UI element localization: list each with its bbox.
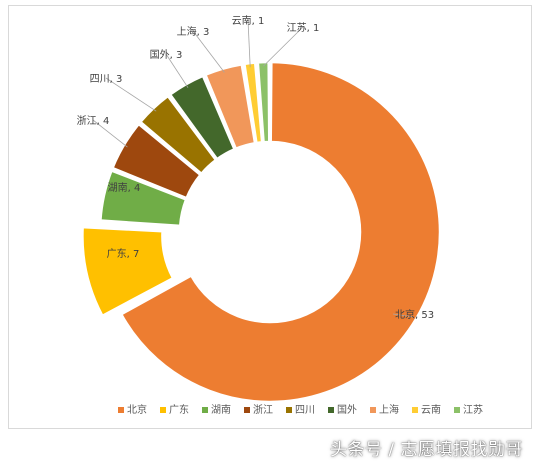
legend-swatch-6: [328, 407, 334, 413]
leader-line-7: [192, 30, 225, 73]
donut-slice-7: [203, 62, 257, 151]
legend-item-4: 浙江: [244, 404, 273, 416]
legend-item-3: 湖南: [202, 403, 231, 416]
legend-swatch-2: [160, 407, 166, 413]
leader-line-1: [392, 313, 413, 318]
legend-swatch-4: [244, 407, 250, 413]
legend-label-7: 上海: [379, 403, 399, 416]
data-label-1: 北京, 53: [395, 308, 434, 321]
donut-slice-5: [138, 94, 218, 176]
legend-item-6: 国外: [328, 404, 357, 416]
data-label-7: 上海, 3: [177, 25, 210, 38]
legend-item-1: 北京: [118, 403, 147, 416]
slices-layer: [81, 60, 442, 404]
data-label-2: 广东, 7: [107, 247, 140, 260]
leader-line-5: [105, 77, 157, 112]
leader-line-6: [165, 53, 189, 88]
leader-line-4: [92, 119, 128, 148]
leader-lines-layer: [92, 19, 413, 318]
legend-label-2: 广东: [169, 403, 189, 416]
legend-item-8: 云南: [412, 403, 441, 416]
legend-swatch-1: [118, 407, 124, 413]
donut-slice-8: [242, 61, 264, 145]
legend: 北京 广东 湖南 浙江 四川 国外 上海 云南 江苏: [118, 403, 483, 416]
legend-swatch-8: [412, 407, 418, 413]
legend-label-1: 北京: [127, 403, 147, 416]
legend-label-5: 四川: [295, 405, 315, 416]
legend-label-3: 湖南: [211, 403, 231, 416]
data-labels-layer: 北京, 53 广东, 7 湖南, 4 浙江, 4 四川, 3 国外, 3 上海, 3 云南, …: [77, 14, 434, 321]
data-label-3: 湖南, 4: [108, 181, 141, 194]
legend-swatch-5: [286, 407, 292, 413]
legend-swatch-3: [202, 407, 208, 413]
donut-slice-2: [81, 225, 175, 318]
data-label-4: 浙江, 4: [77, 115, 110, 127]
data-label-8: 云南, 1: [232, 14, 265, 27]
legend-label-4: 浙江: [253, 404, 273, 416]
data-label-5: 四川, 3: [90, 74, 123, 85]
legend-swatch-7: [370, 407, 376, 413]
donut-slice-6: [168, 74, 237, 161]
leader-line-9: [263, 26, 304, 67]
legend-item-9: 江苏: [454, 403, 483, 416]
donut-slice-1: [119, 60, 442, 404]
legend-item-5: 四川: [286, 405, 315, 416]
donut-slice-3: [99, 168, 188, 228]
donut-slice-4: [110, 122, 203, 200]
data-label-6: 国外, 3: [150, 49, 183, 61]
donut-slice-9: [256, 60, 271, 144]
legend-swatch-9: [454, 407, 460, 413]
legend-label-9: 江苏: [463, 403, 483, 416]
leader-line-8: [247, 19, 251, 68]
legend-item-2: 广东: [160, 403, 189, 416]
legend-item-7: 上海: [370, 403, 399, 416]
watermark-text: 头条号 / 志愿填报找勋哥: [329, 440, 523, 460]
legend-label-6: 国外: [337, 404, 357, 416]
legend-label-8: 云南: [421, 403, 441, 416]
data-label-9: 江苏, 1: [287, 21, 320, 34]
